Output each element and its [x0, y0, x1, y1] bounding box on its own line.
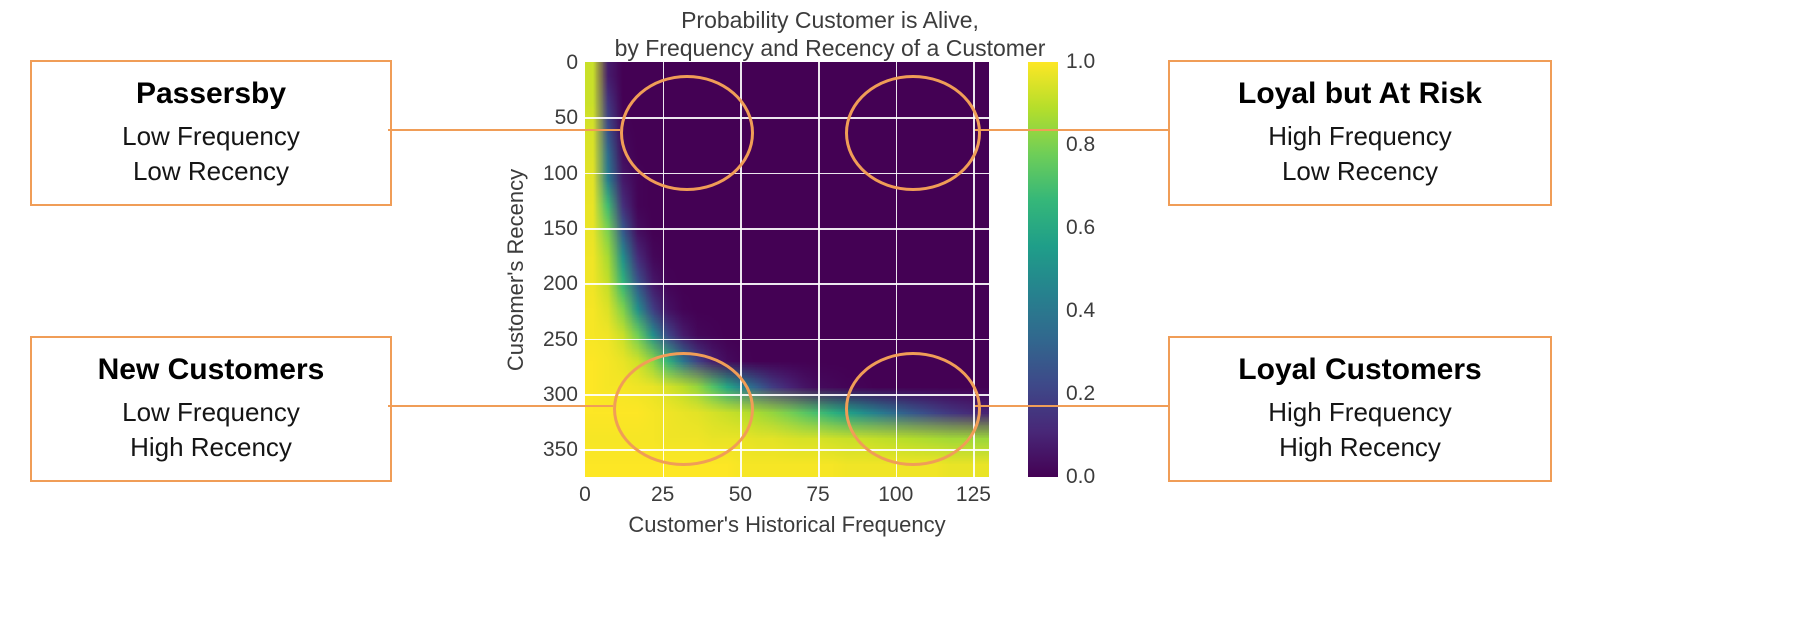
annotation-line: Low Frequency: [122, 396, 300, 427]
chart-title-line-1: Probability Customer is Alive,: [681, 7, 979, 33]
colorbar-tick-label: 0.0: [1066, 465, 1096, 488]
annotation-line: High Frequency: [1268, 396, 1452, 427]
highlight-ellipse-loyal-but-at-risk: [845, 75, 981, 191]
colorbar: [1028, 62, 1058, 477]
colorbar-tick-label: 0.2: [1066, 382, 1096, 405]
chart-title-line-2: by Frequency and Recency of a Customer: [614, 35, 1046, 62]
annotation-line: Low Recency: [132, 156, 290, 186]
annotation-title: Loyal Customers: [1238, 352, 1482, 386]
colorbar-tick-label: 0.4: [1066, 299, 1096, 322]
y-tick-label: 200: [542, 272, 578, 296]
annotation-box-loyal-customers: Loyal Customers High Frequency High Rece…: [1168, 336, 1552, 482]
annotation-line: Low Frequency: [122, 120, 300, 151]
y-tick-labels: 0 50 100 150 200 250 300 350: [534, 51, 578, 477]
highlight-ellipse-passersby: [620, 75, 754, 191]
connector-line-loyal-customers: [975, 405, 1168, 407]
x-tick-label: 0: [579, 483, 591, 506]
chart-title: Probability Customer is Alive, by Freque…: [530, 6, 1130, 62]
annotation-box-passersby: Passersby Low Frequency Low Recency: [30, 60, 392, 206]
annotation-line: Low Recency: [1281, 156, 1439, 186]
connector-line-passersby: [388, 129, 620, 131]
y-tick-label: 150: [542, 217, 578, 240]
highlight-ellipse-loyal-customers: [845, 352, 981, 466]
annotation-box-loyal-but-at-risk: Loyal but At Risk High Frequency Low Rec…: [1168, 60, 1552, 206]
connector-line-loyal-but-at-risk: [975, 129, 1168, 131]
connector-line-new-customers: [388, 405, 613, 407]
y-tick-label: 100: [542, 161, 578, 185]
y-tick-label: 50: [554, 106, 578, 130]
annotation-box-new-customers: New Customers Low Frequency High Recency: [30, 336, 392, 482]
annotation-line: High Frequency: [1268, 120, 1452, 151]
x-tick-label: 25: [651, 483, 675, 506]
annotation-title: Loyal but At Risk: [1238, 76, 1482, 110]
annotation-line: High Recency: [1279, 432, 1441, 462]
y-tick-label: 300: [542, 383, 578, 406]
y-tick-label: 250: [542, 327, 578, 351]
annotation-title: New Customers: [97, 352, 325, 386]
x-tick-label: 100: [878, 483, 914, 506]
x-axis-label: Customer's Historical Frequency: [628, 512, 946, 537]
colorbar-tick-label: 0.6: [1066, 216, 1096, 239]
y-tick-label: 0: [566, 51, 578, 74]
colorbar-tick-labels: 0.0 0.2 0.4 0.6 0.8 1.0: [1066, 50, 1116, 488]
y-axis-label-text: Customer's Recency: [503, 168, 529, 371]
colorbar-tick-label: 1.0: [1066, 50, 1096, 73]
y-tick-label: 350: [542, 438, 578, 462]
x-tick-labels: 0 25 50 75 100 125: [579, 483, 991, 509]
highlight-ellipse-new-customers: [613, 352, 754, 466]
x-tick-label: 75: [806, 483, 830, 506]
x-tick-label: 50: [728, 483, 753, 506]
colorbar-tick-label: 0.8: [1066, 133, 1096, 156]
y-axis-label: Customer's Recency: [498, 62, 534, 477]
annotation-line: High Recency: [130, 432, 292, 462]
x-tick-label: 125: [955, 483, 991, 506]
annotation-title: Passersby: [135, 76, 287, 110]
